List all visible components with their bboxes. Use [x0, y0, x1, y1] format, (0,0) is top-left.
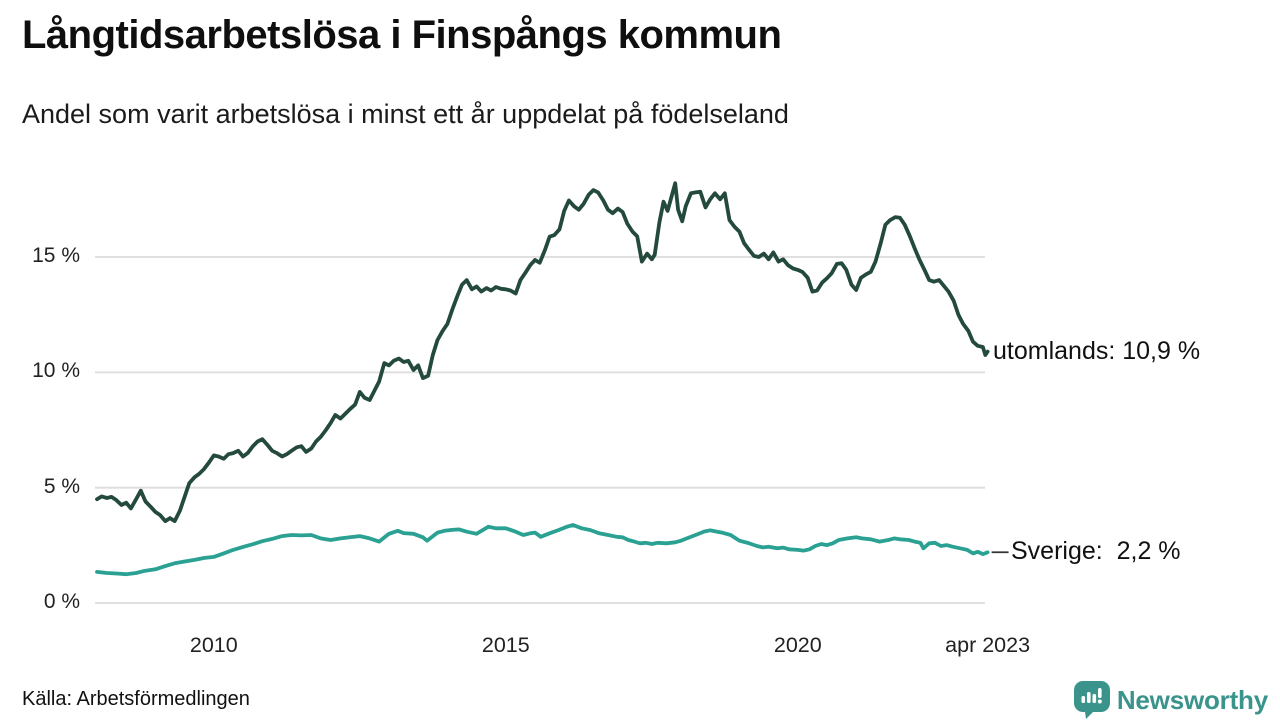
- x-tick-2: 2020: [773, 633, 822, 657]
- series-end-label-sverige: Sverige: 2,2 %: [1011, 536, 1181, 565]
- x-tick-1: 2015: [481, 633, 530, 657]
- x-tick-0: 2010: [189, 633, 238, 657]
- chart-subtitle: Andel som varit arbetslösa i minst ett å…: [22, 99, 789, 129]
- gridlines: [95, 256, 985, 604]
- utomlands-line: [95, 181, 990, 523]
- y-tick-0: 15 %: [32, 244, 80, 267]
- newsworthy-wordmark: Newsworthy: [1116, 685, 1268, 715]
- y-tick-1: 10 %: [32, 359, 80, 383]
- y-tick-2: 5 %: [43, 474, 80, 498]
- Sverige-line: [95, 523, 990, 577]
- series-lines: [95, 181, 990, 577]
- x-tick-3: apr 2023: [945, 633, 1031, 657]
- page-title: Långtidsarbetslösa i Finspångs kommun: [22, 13, 782, 57]
- newsworthy-logo: Newsworthy: [1073, 681, 1268, 719]
- y-tick-3: 0 %: [43, 590, 80, 613]
- newsworthy-bars-icon: [1073, 681, 1110, 719]
- series-end-label-utomlands: utomlands: 10,9 %: [993, 336, 1201, 365]
- source-note: Källa: Arbetsförmedlingen: [22, 688, 250, 710]
